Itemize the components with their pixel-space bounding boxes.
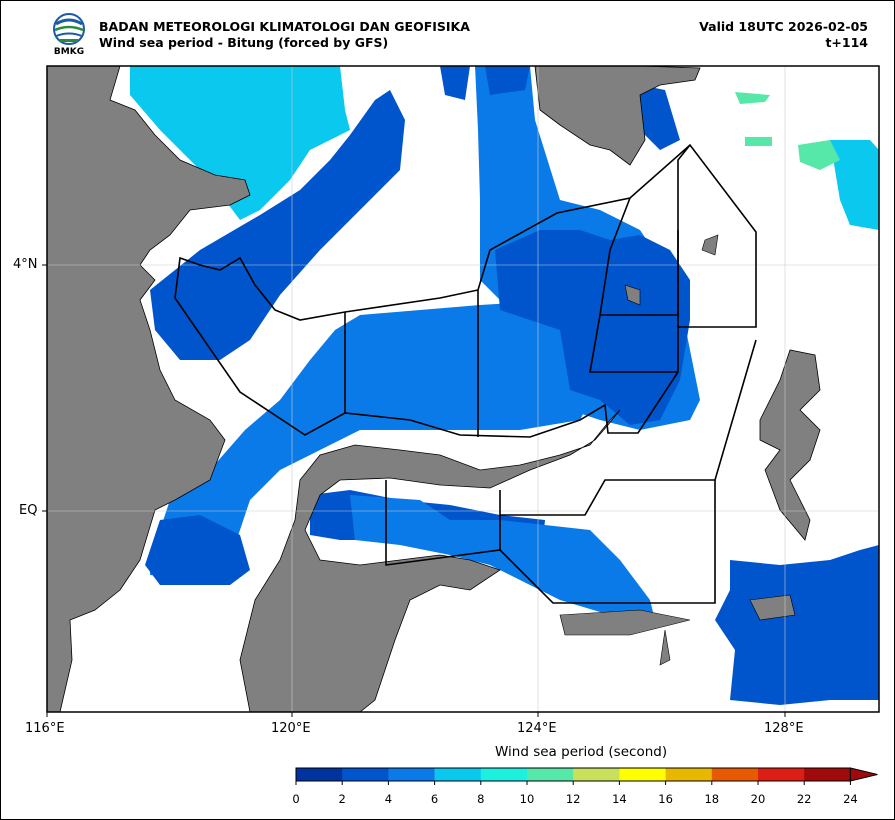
forecast-step: t+114 bbox=[825, 35, 868, 50]
colorbar-segment bbox=[711, 768, 759, 781]
lat-tick-eq: EQ bbox=[19, 503, 38, 518]
colorbar-tick-label: 14 bbox=[612, 792, 627, 806]
valid-time: Valid 18UTC 2026-02-05 bbox=[699, 19, 868, 34]
bmkg-logo: BMKG bbox=[53, 13, 85, 56]
colorbar-tick-label: 16 bbox=[658, 792, 673, 806]
colorbar-tick-label: 10 bbox=[519, 792, 535, 806]
product-title: Wind sea period - Bitung (forced by GFS) bbox=[99, 35, 389, 50]
colorbar-tick-label: 22 bbox=[796, 792, 812, 806]
colorbar-tick-label: 4 bbox=[384, 792, 393, 806]
period-zone-2-4-east bbox=[495, 230, 690, 425]
colorbar-tick-label: 18 bbox=[704, 792, 720, 806]
period-zone-2-4-maluku bbox=[715, 545, 879, 705]
colorbar-segment bbox=[619, 768, 666, 781]
land-sulawesi bbox=[239, 409, 621, 712]
colorbar-segment bbox=[296, 768, 343, 781]
colorbar-tick-label: 20 bbox=[750, 792, 766, 806]
lat-tick-4n: 4°N bbox=[13, 257, 38, 272]
colorbar-tick-label: 6 bbox=[430, 792, 439, 806]
forecast-zone-boundaries bbox=[174, 143, 757, 604]
colorbar-tick-label: 2 bbox=[338, 792, 346, 806]
land-sangihe bbox=[559, 234, 796, 666]
map-border bbox=[46, 65, 880, 713]
colorbar-tick-label: 8 bbox=[477, 792, 485, 806]
period-zone-6-8-ne bbox=[830, 140, 879, 230]
land-halmahera bbox=[759, 349, 821, 541]
land-mindanao bbox=[534, 66, 701, 166]
lon-tick-120: 120°E bbox=[271, 721, 311, 736]
colorbar-tick-label: 0 bbox=[292, 792, 300, 806]
colorbar-segment bbox=[573, 768, 620, 781]
colorbar-segment bbox=[342, 768, 389, 781]
period-zone-10-12-ne bbox=[735, 92, 840, 170]
colorbar-tick-label: 24 bbox=[843, 792, 858, 806]
period-zone-4-6-celebes-sw bbox=[150, 300, 600, 580]
lon-tick-116: 116°E bbox=[25, 721, 65, 736]
colorbar-segment bbox=[665, 768, 713, 781]
period-zone-2-4-celebes-north bbox=[150, 90, 405, 360]
period-zone-2-4-north-east bbox=[440, 66, 680, 150]
colorbar-title: Wind sea period (second) bbox=[495, 744, 668, 760]
colorbar-segment bbox=[804, 768, 851, 781]
lon-tick-128: 128°E bbox=[764, 721, 804, 736]
period-zone-6-8-north bbox=[130, 66, 350, 220]
colorbar-tick-label: 12 bbox=[565, 792, 581, 806]
period-zone-2-4-sw bbox=[145, 515, 250, 585]
land-borneo bbox=[47, 66, 251, 712]
agency-title: BADAN METEOROLOGI KLIMATOLOGI DAN GEOFIS… bbox=[99, 19, 470, 34]
colorbar-segment bbox=[434, 768, 482, 781]
period-zone-4-6-tomini bbox=[350, 495, 655, 620]
graticule bbox=[47, 66, 879, 712]
svg-text:BMKG: BMKG bbox=[54, 47, 84, 56]
colorbar-segment bbox=[388, 768, 435, 781]
axis-ticks bbox=[42, 264, 786, 717]
colorbar-extend-arrow bbox=[849, 767, 878, 782]
lon-tick-124: 124°E bbox=[517, 721, 557, 736]
colorbar-segment bbox=[527, 768, 574, 781]
colorbar-segment bbox=[758, 768, 805, 781]
colorbar-segment bbox=[480, 768, 528, 781]
